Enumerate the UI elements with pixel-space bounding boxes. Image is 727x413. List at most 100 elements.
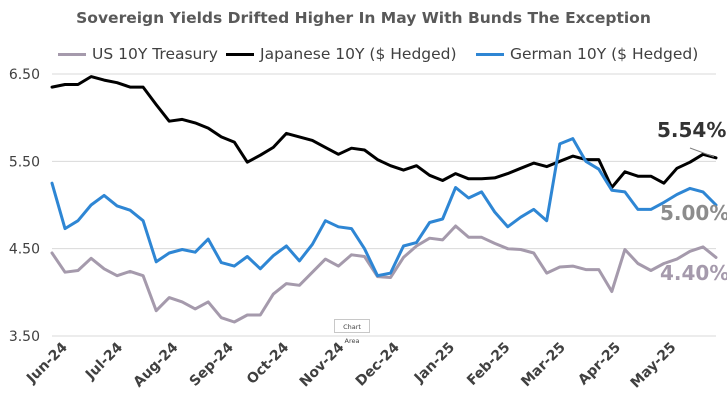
data-point-japan-10y	[272, 146, 274, 148]
data-point-japan-10y	[715, 157, 717, 159]
legend-label-us-10y: US 10Y Treasury	[92, 45, 218, 63]
data-point-japan-10y	[637, 175, 639, 177]
data-point-germany-10y	[220, 262, 222, 264]
data-point-germany-10y	[207, 238, 209, 240]
data-point-germany-10y	[676, 194, 678, 196]
data-point-us-10y	[233, 321, 235, 323]
data-point-japan-10y	[90, 76, 92, 78]
data-point-germany-10y	[90, 204, 92, 206]
data-point-japan-10y	[650, 175, 652, 177]
legend-item-us-10y: US 10Y Treasury	[58, 45, 218, 63]
data-point-us-10y	[181, 301, 183, 303]
data-point-japan-10y	[246, 161, 248, 163]
data-point-japan-10y	[455, 173, 457, 175]
data-point-germany-10y	[337, 226, 339, 228]
data-point-germany-10y	[129, 209, 131, 211]
x-tick-label: Feb-25	[464, 340, 513, 389]
data-point-us-10y	[246, 314, 248, 316]
data-point-germany-10y	[64, 228, 66, 230]
legend-swatch-us-10y	[58, 52, 86, 56]
x-tick-label: Jul-24	[82, 339, 126, 383]
data-point-us-10y	[585, 269, 587, 271]
data-point-germany-10y	[689, 187, 691, 189]
data-point-germany-10y	[311, 243, 313, 245]
data-point-germany-10y	[546, 220, 548, 222]
legend-label-japan-10y: Japanese 10Y ($ Hedged)	[260, 45, 457, 63]
legend-swatch-japan-10y	[226, 52, 254, 56]
data-point-us-10y	[51, 252, 53, 254]
data-point-japan-10y	[533, 162, 535, 164]
data-point-us-10y	[507, 248, 509, 250]
data-point-us-10y	[142, 275, 144, 277]
data-point-japan-10y	[559, 160, 561, 162]
data-point-us-10y	[702, 246, 704, 248]
data-point-japan-10y	[181, 118, 183, 120]
data-point-germany-10y	[155, 261, 157, 263]
x-tick-label: Aug-24	[130, 339, 181, 390]
data-point-germany-10y	[494, 211, 496, 213]
data-point-germany-10y	[455, 187, 457, 189]
chart-title: Sovereign Yields Drifted Higher In May W…	[76, 9, 651, 27]
data-point-us-10y	[194, 308, 196, 310]
data-point-japan-10y	[259, 154, 261, 156]
data-point-us-10y	[455, 225, 457, 227]
data-point-us-10y	[520, 249, 522, 251]
data-point-us-10y	[220, 317, 222, 319]
legend-item-japan-10y: Japanese 10Y ($ Hedged)	[226, 45, 457, 63]
data-point-japan-10y	[676, 167, 678, 169]
data-point-japan-10y	[233, 141, 235, 143]
data-point-japan-10y	[624, 171, 626, 173]
data-point-japan-10y	[155, 104, 157, 106]
data-point-japan-10y	[285, 132, 287, 134]
data-point-japan-10y	[103, 79, 105, 81]
data-point-germany-10y	[702, 191, 704, 193]
data-point-germany-10y	[77, 220, 79, 222]
data-point-japan-10y	[507, 173, 509, 175]
data-point-us-10y	[64, 271, 66, 273]
data-point-germany-10y	[637, 208, 639, 210]
x-tick-label: Nov-24	[297, 339, 348, 390]
data-point-germany-10y	[624, 191, 626, 193]
y-tick-label: 3.50	[9, 329, 40, 345]
data-point-japan-10y	[520, 167, 522, 169]
data-point-us-10y	[481, 236, 483, 238]
data-point-japan-10y	[702, 153, 704, 155]
data-point-japan-10y	[207, 127, 209, 129]
end-label-us-10y: 4.40%	[660, 261, 727, 285]
data-point-us-10y	[572, 265, 574, 267]
x-tick-label: Jun-24	[23, 339, 71, 387]
data-point-us-10y	[546, 272, 548, 274]
data-point-japan-10y	[220, 136, 222, 138]
data-point-germany-10y	[376, 275, 378, 277]
data-point-germany-10y	[416, 242, 418, 244]
data-point-japan-10y	[129, 86, 131, 88]
data-point-japan-10y	[376, 159, 378, 161]
data-point-germany-10y	[51, 182, 53, 184]
data-point-germany-10y	[650, 208, 652, 210]
y-tick-label: 6.50	[9, 67, 40, 83]
data-point-germany-10y	[181, 249, 183, 251]
data-point-germany-10y	[611, 189, 613, 191]
data-point-us-10y	[298, 284, 300, 286]
data-point-japan-10y	[403, 169, 405, 171]
data-point-germany-10y	[390, 272, 392, 274]
data-point-germany-10y	[585, 160, 587, 162]
data-point-us-10y	[715, 256, 717, 258]
x-tick-label: Apr-25	[575, 340, 624, 389]
data-point-us-10y	[494, 242, 496, 244]
data-point-us-10y	[90, 257, 92, 259]
x-tick-label: Oct-24	[244, 339, 292, 387]
y-tick-label: 5.50	[9, 154, 40, 170]
data-point-japan-10y	[663, 182, 665, 184]
data-point-japan-10y	[194, 122, 196, 124]
data-point-us-10y	[390, 276, 392, 278]
end-label-japan-10y: 5.54%	[657, 118, 727, 142]
data-point-germany-10y	[103, 194, 105, 196]
data-point-germany-10y	[403, 245, 405, 247]
data-point-us-10y	[311, 271, 313, 273]
series-line-japan-10y	[50, 75, 718, 189]
data-point-japan-10y	[689, 161, 691, 163]
legend: US 10Y Treasury Japanese 10Y ($ Hedged) …	[58, 45, 727, 65]
